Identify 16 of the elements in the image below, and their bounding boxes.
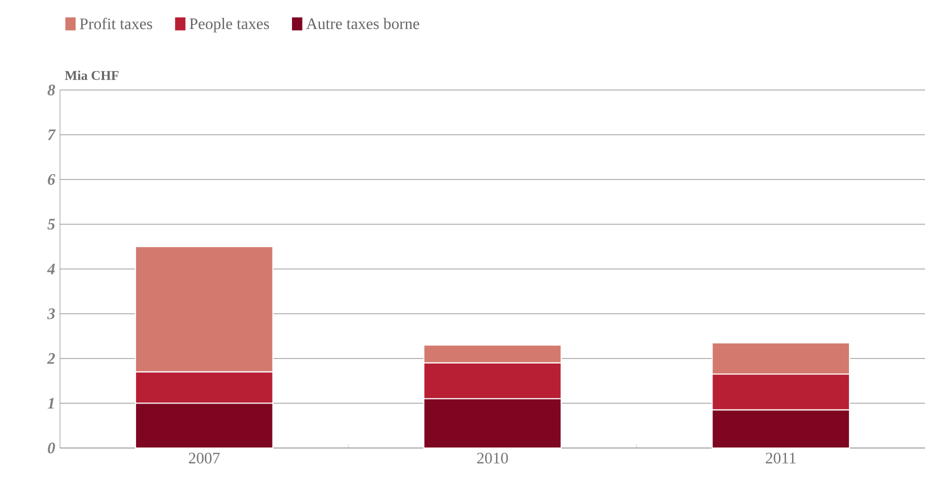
x-tick-label: 2011	[766, 452, 796, 464]
y-tick-label: 1	[48, 398, 54, 409]
y-tick-label: 3	[47, 308, 55, 320]
y-tick-label: 7	[48, 130, 56, 140]
x-tick-label: 2010	[477, 452, 508, 464]
legend-label: Profit taxes	[80, 18, 152, 30]
legend-label: People taxes	[190, 18, 269, 32]
legend-label: Autre taxes borne	[306, 18, 420, 30]
x-tick-label: 2007	[188, 452, 220, 464]
y-tick-label: 5	[47, 218, 55, 230]
y-tick-label: 8	[48, 84, 56, 96]
y-tick-label: 4	[47, 264, 55, 274]
y-axis-title: Mia CHF	[64, 70, 119, 80]
y-tick-label: 2	[47, 353, 55, 364]
y-tick-label: 0	[48, 442, 56, 454]
y-tick-label: 6	[48, 174, 56, 185]
